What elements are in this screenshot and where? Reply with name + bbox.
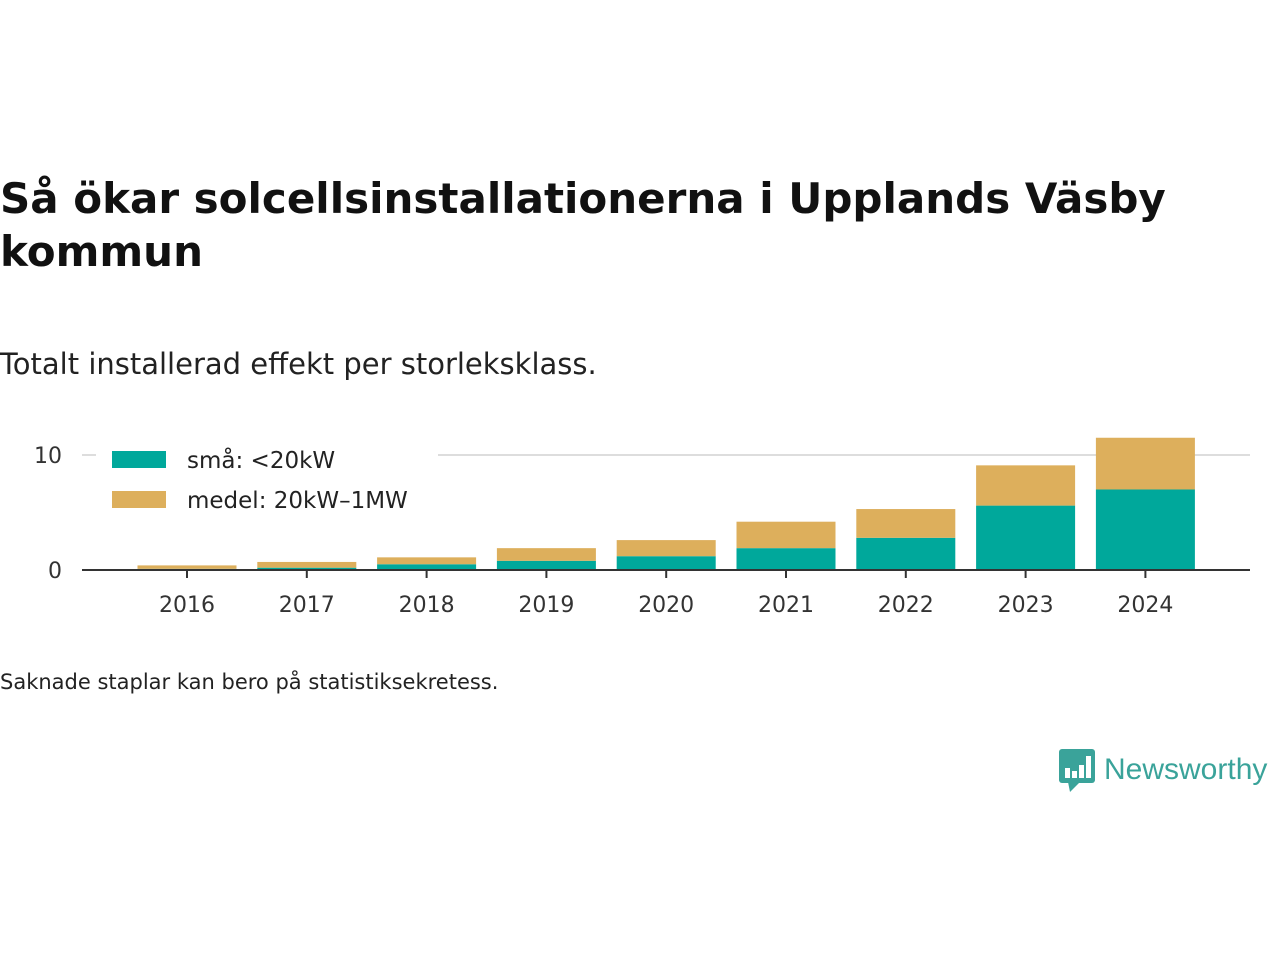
bars [137, 437, 1195, 570]
x-tick-label-2019: 2019 [518, 593, 574, 618]
chart-title: Så ökar solcellsinstallationerna i Uppla… [0, 174, 1166, 276]
bar-2020-series-1 [616, 556, 716, 570]
bar-2021-series-1 [736, 548, 836, 570]
brand-logo: Newsworthy [1058, 748, 1267, 792]
bar-2018-series-2 [377, 557, 477, 565]
bar-2017-series-2 [257, 561, 357, 568]
x-tick-label-2018: 2018 [399, 593, 455, 618]
legend: små: <20kW medel: 20kW–1MW [96, 436, 438, 524]
brand-name: Newsworthy [1104, 753, 1268, 786]
x-tick-label-2020: 2020 [638, 593, 694, 618]
x-tick-label-2023: 2023 [998, 593, 1054, 618]
bar-2019-series-2 [496, 548, 596, 561]
x-tick-label-2021: 2021 [758, 593, 814, 618]
x-tick-label-2022: 2022 [878, 593, 934, 618]
bar-2019-series-1 [496, 560, 596, 570]
legend-background [96, 436, 438, 524]
x-tick-label-2024: 2024 [1117, 593, 1173, 618]
stacked-bar-chart: små: <20kW medel: 20kW–1MW 0 10 2016 2017 201… [34, 436, 1250, 618]
bar-2024-series-1 [1095, 489, 1195, 570]
axes: 0 10 2016 2017 2018 2019 2020 2021 2022 2023 2024 [34, 444, 1250, 618]
legend-label-2: medel: 20kW–1MW [187, 488, 408, 514]
y-tick-label-0: 0 [48, 559, 62, 584]
bar-2017-series-1 [257, 567, 357, 570]
footnote: Saknade staplar kan bero på statistiksek… [0, 670, 499, 694]
bar-2022-series-2 [856, 509, 956, 538]
bar-2021-series-2 [736, 521, 836, 549]
bar-2023-series-2 [976, 465, 1076, 506]
y-tick-label-10: 10 [34, 444, 62, 469]
chart-subtitle: Totalt installerad effekt per storlekskl… [0, 347, 597, 381]
legend-label-1: små: <20kW [187, 446, 335, 474]
bar-2024-series-2 [1095, 437, 1195, 490]
legend-swatch-1 [112, 451, 166, 468]
x-tick-label-2016: 2016 [159, 593, 215, 618]
bar-chart-speech-bubble-icon [1059, 749, 1095, 792]
bar-2018-series-1 [377, 564, 477, 570]
bar-2023-series-1 [976, 505, 1076, 570]
legend-swatch-2 [112, 491, 166, 508]
x-tick-label-2017: 2017 [279, 593, 335, 618]
bar-2020-series-2 [616, 540, 716, 557]
bar-2016-series-2 [137, 565, 237, 569]
bar-2022-series-1 [856, 537, 956, 570]
